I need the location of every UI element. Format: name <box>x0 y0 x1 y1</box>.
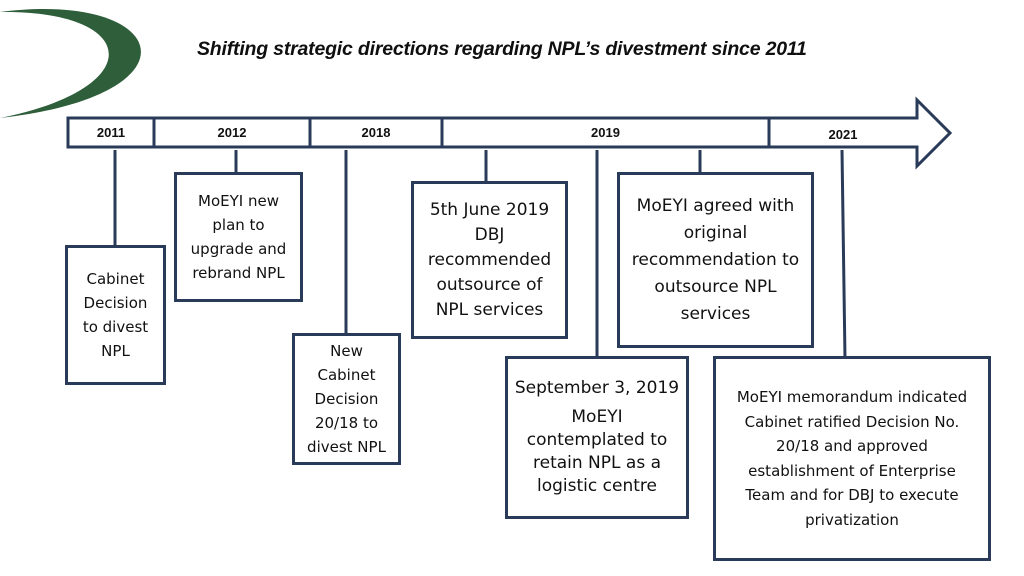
event-box-dbj-2019: 5th June 2019 DBJ recommended outsource … <box>411 181 568 339</box>
event-box-september-2019: September 3, 2019 MoEYI contemplated to … <box>505 356 689 519</box>
event-box-cabinet-2018: New Cabinet Decision 20/18 to divest NPL <box>292 333 401 465</box>
timeline-arrow <box>66 96 953 170</box>
event-box-cabinet-2011: Cabinet Decision to divest NPL <box>65 245 166 385</box>
connector <box>840 149 847 360</box>
event-box-moeyi-agreed: MoEYI agreed with original recommendatio… <box>617 172 814 348</box>
event-text: MoEYI agreed with original recommendatio… <box>631 195 800 324</box>
event-text: DBJ recommended outsource of NPL service… <box>427 224 552 320</box>
year-label-2019: 2019 <box>591 125 620 140</box>
year-label-2012: 2012 <box>217 125 247 140</box>
event-date: September 3, 2019 <box>514 378 680 398</box>
event-date: 5th June 2019 <box>429 199 550 220</box>
event-box-moeyi-2021: MoEYI memorandum indicated Cabinet ratif… <box>713 356 991 561</box>
year-label-2021: 2021 <box>828 127 858 142</box>
event-text: MoEYI contemplated to retain NPL as a lo… <box>526 407 668 496</box>
year-label-2011: 2011 <box>96 125 126 140</box>
event-text: MoEYI memorandum indicated Cabinet ratif… <box>736 388 968 529</box>
page-title: Shifting strategic directions regarding … <box>197 38 807 60</box>
event-text: New Cabinet Decision 20/18 to divest NPL <box>307 342 386 456</box>
event-box-moeyi-2012: MoEYI new plan to upgrade and rebrand NP… <box>174 172 303 302</box>
year-label-2018: 2018 <box>361 125 391 140</box>
event-text: Cabinet Decision to divest NPL <box>82 270 149 360</box>
event-text: MoEYI new plan to upgrade and rebrand NP… <box>190 192 287 282</box>
logo-swoosh <box>0 8 141 118</box>
